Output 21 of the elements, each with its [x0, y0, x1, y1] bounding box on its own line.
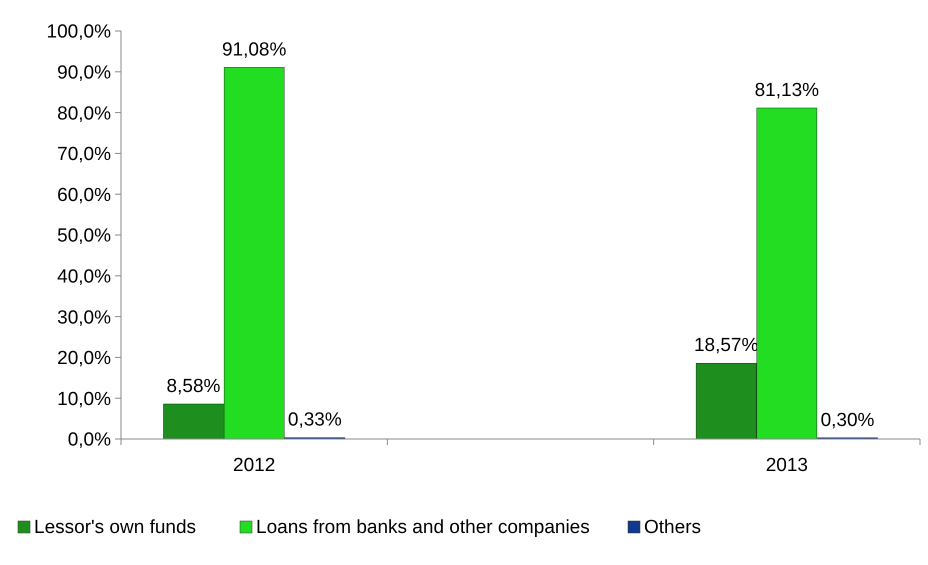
y-tick-label: 80,0% [57, 103, 112, 124]
y-tick-label: 10,0% [57, 388, 112, 410]
data-label: 0,30% [820, 410, 875, 431]
legend-label: Loans from banks and other companies [256, 517, 590, 538]
y-tick-label: 50,0% [57, 226, 112, 247]
x-tick-label: 2012 [233, 455, 276, 476]
data-label: 8,58% [166, 376, 221, 397]
data-label: 91,08% [222, 39, 286, 60]
y-tick-label: 30,0% [57, 307, 112, 328]
legend-label: Lessor's own funds [34, 517, 196, 538]
x-tick-label: 2013 [766, 455, 808, 476]
data-label: 81,13% [754, 80, 820, 101]
y-tick-label: 0,0% [68, 430, 112, 451]
y-tick-label: 20,0% [57, 348, 112, 370]
data-label: 0,33% [288, 410, 342, 431]
y-tick-label: 100,0% [46, 22, 112, 43]
y-tick-label: 40,0% [57, 266, 112, 288]
y-tick-label: 90,0% [57, 62, 112, 84]
y-tick-label: 70,0% [57, 144, 112, 166]
legend-label: Others [644, 517, 702, 538]
y-tick-label: 60,0% [57, 184, 112, 206]
